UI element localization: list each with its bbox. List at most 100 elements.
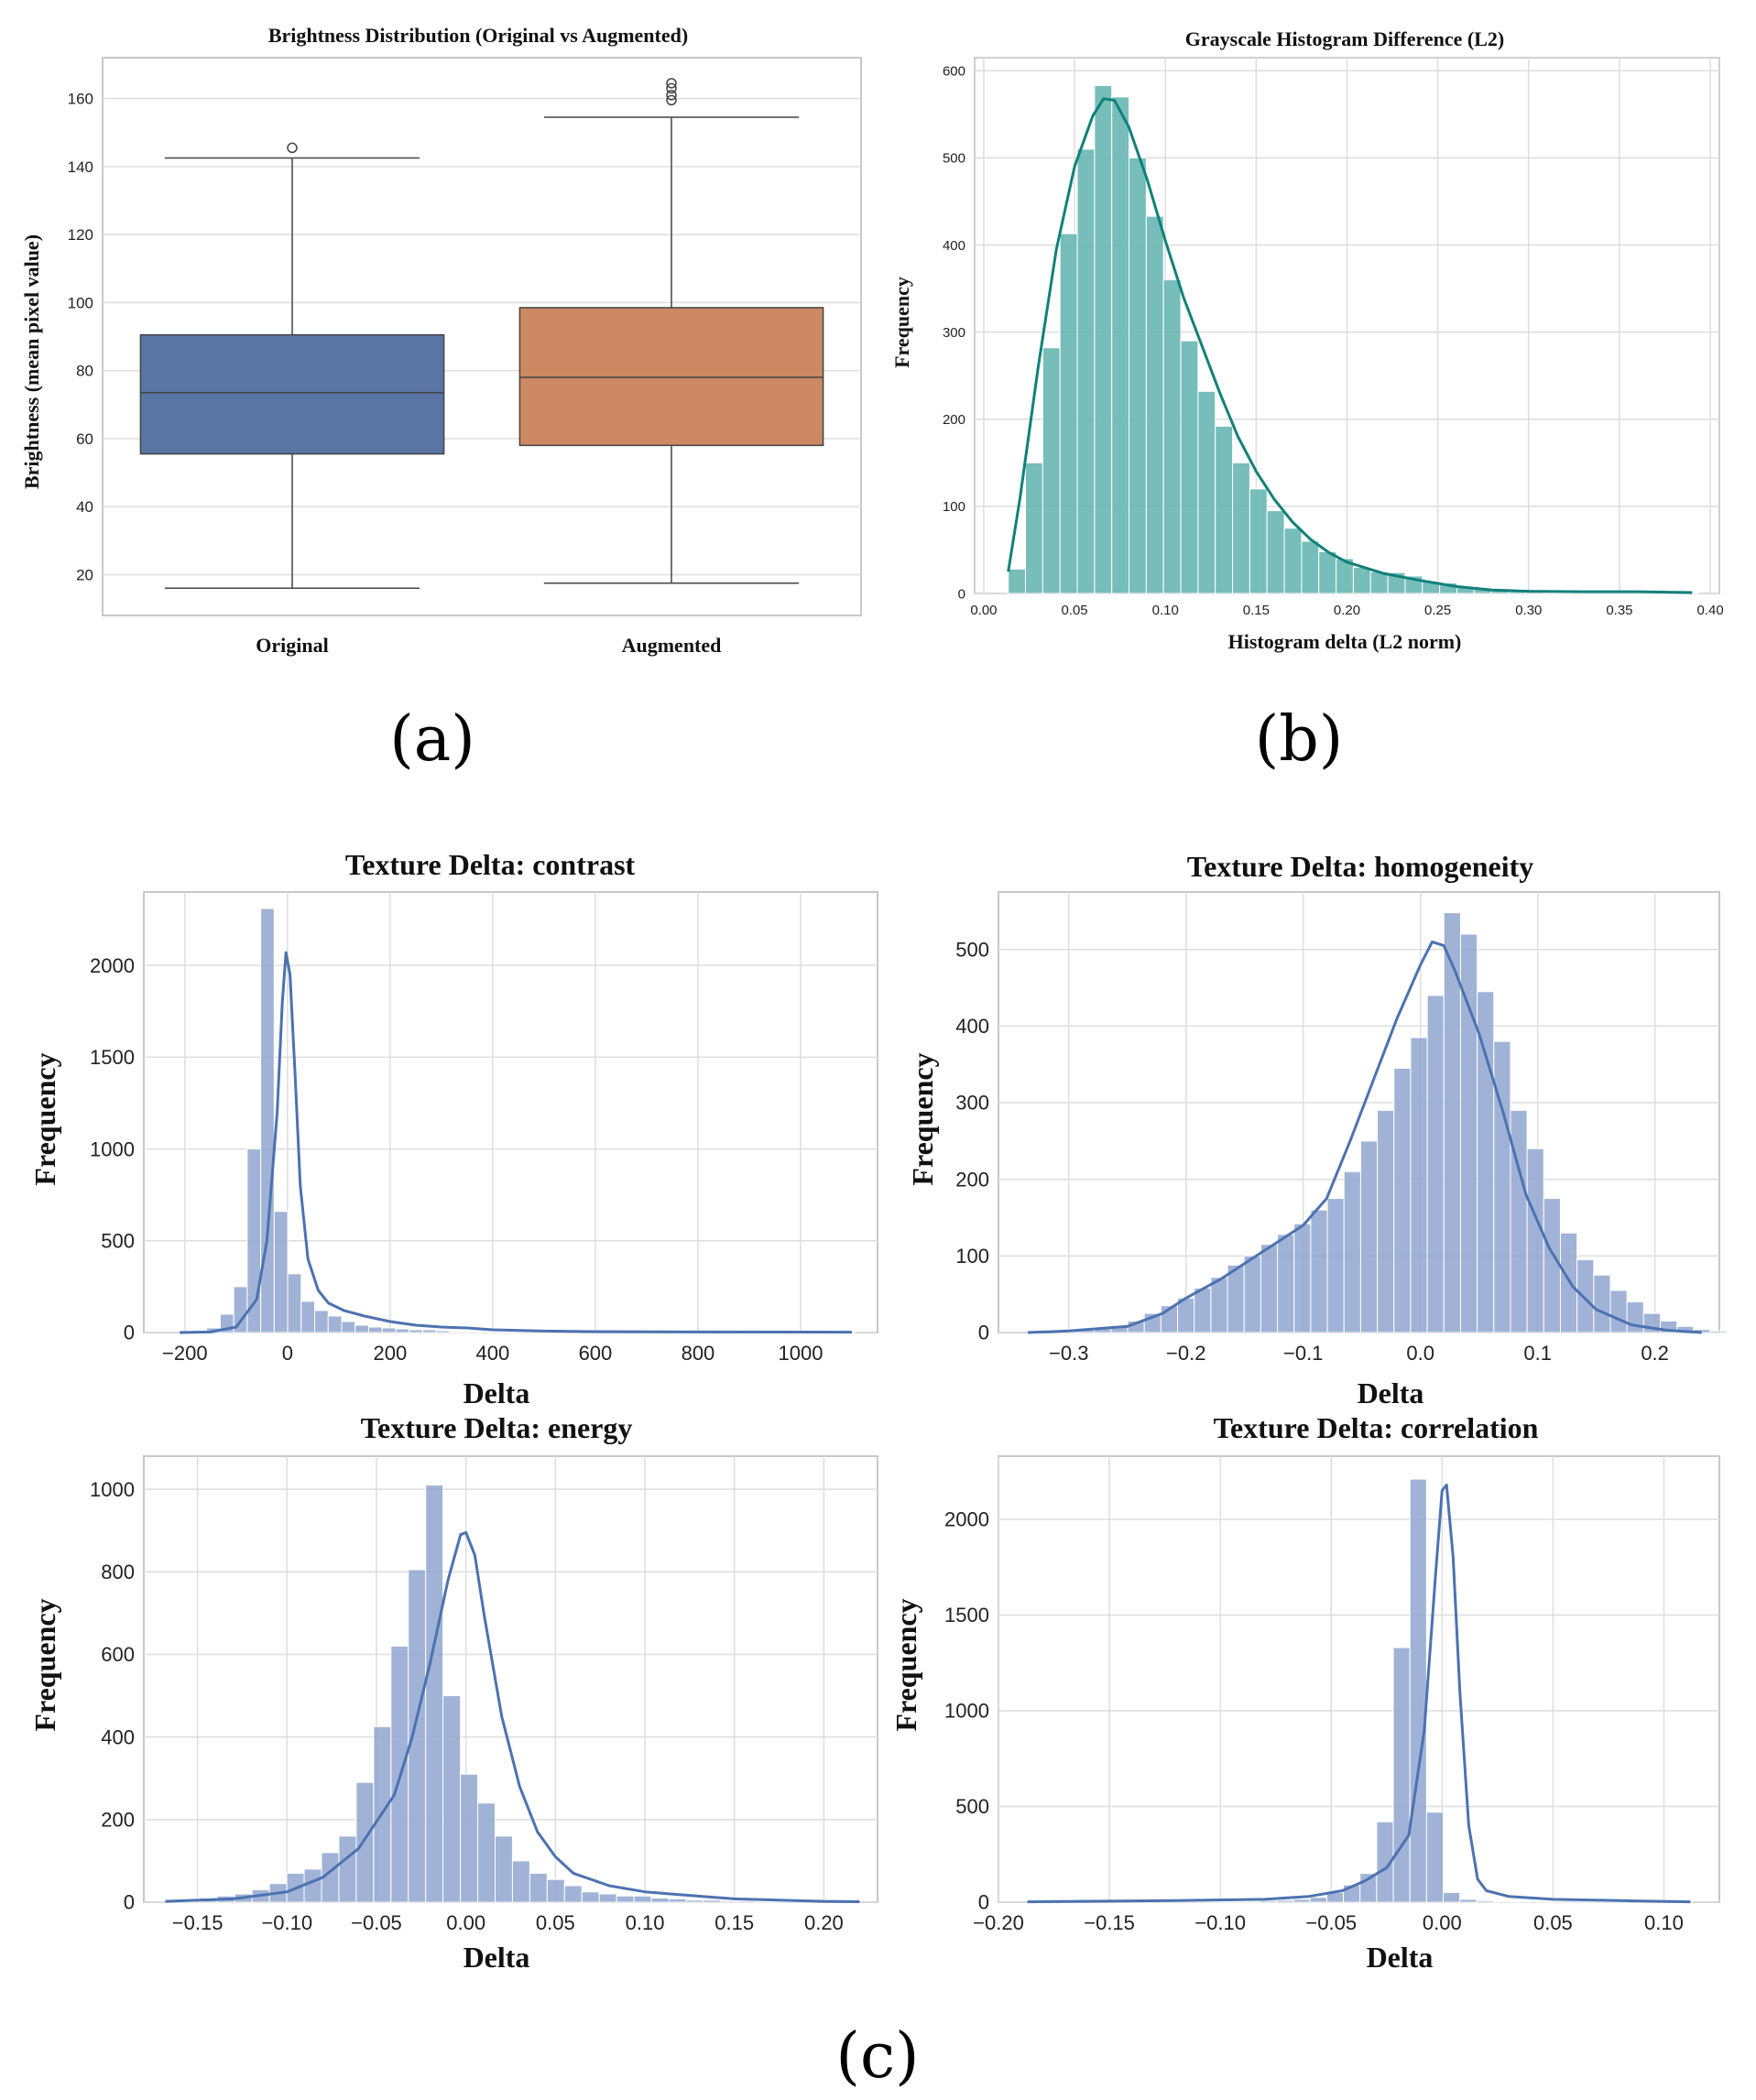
histogram-bar <box>1180 340 1199 594</box>
kde-line <box>180 951 853 1334</box>
x-tick-label: 600 <box>579 1342 613 1365</box>
plot-area: 0 100 200 300 400 500 600 0.00 0.05 0.10 0.15 0.20 0… <box>943 57 1724 618</box>
histogram-bar <box>1025 462 1043 594</box>
histogram-bar <box>327 1315 343 1333</box>
y-tick-label: 500 <box>943 151 965 167</box>
histogram-bar <box>1393 1067 1412 1333</box>
x-tick-label: 0.05 <box>536 1911 575 1934</box>
y-tick-label: 1000 <box>90 1137 135 1160</box>
histogram-bar <box>650 1897 670 1903</box>
histogram-bar <box>503 1331 518 1333</box>
x-tick-label: 0.00 <box>1423 1911 1462 1934</box>
y-tick-label: 2000 <box>90 954 135 977</box>
y-tick-label: 80 <box>76 363 93 380</box>
plot-frame <box>143 1455 878 1903</box>
y-tick-label: 100 <box>955 1245 989 1268</box>
plot-area: 0 200 400 600 800 1000 −0.15 −0.10 −0.05 0.00 0.05… <box>90 1455 878 1934</box>
x-tick-label: 0.25 <box>1424 603 1451 618</box>
chart-title: Texture Delta: correlation <box>1214 1411 1539 1444</box>
y-tick-label: 500 <box>101 1229 135 1252</box>
histogram-bar <box>1409 1478 1427 1903</box>
histogram-bar <box>354 1324 369 1333</box>
histogram-bar <box>495 1835 513 1903</box>
histogram-bar <box>1352 566 1371 594</box>
x-tick-label: −0.05 <box>351 1911 402 1934</box>
x-tick-label: 0.05 <box>1533 1911 1573 1934</box>
histogram-bar <box>408 1569 427 1903</box>
histogram-bar <box>1283 528 1303 594</box>
x-tick-label: −0.10 <box>1194 1911 1246 1934</box>
kde-line <box>1027 940 1702 1334</box>
histogram-bar <box>737 1900 757 1903</box>
x-tick-label: −0.15 <box>1084 1911 1135 1934</box>
chart-correlation: 0 500 1000 1500 2000 −0.20 −0.15 −0.10 −0.05 0.00… <box>889 1411 1720 1974</box>
histogram-bar <box>1559 1232 1578 1333</box>
x-tick-label: −200 <box>162 1342 208 1365</box>
x-tick-label: 0.10 <box>626 1911 665 1934</box>
histogram-bar <box>1425 1812 1445 1903</box>
histogram-bar <box>477 1802 496 1903</box>
y-tick-label: 0 <box>124 1322 135 1344</box>
histogram-bar <box>1243 1900 1261 1903</box>
x-tick-label: −0.2 <box>1166 1342 1205 1365</box>
histogram-bar <box>489 1331 505 1333</box>
y-tick-label: 2000 <box>944 1508 989 1531</box>
histogram-bar <box>1392 1647 1411 1903</box>
histogram-bar <box>1443 1892 1461 1903</box>
histogram-bar <box>1626 1301 1644 1333</box>
x-tick-label: −0.15 <box>172 1911 224 1934</box>
panel-label-b: (b) <box>1255 703 1344 776</box>
x-tick-label: 0.10 <box>1152 603 1179 618</box>
y-axis-label: Frequency <box>890 277 913 368</box>
y-tick-label: 0 <box>978 1322 989 1344</box>
box-iqr <box>139 333 445 455</box>
histogram-bar <box>1227 1264 1245 1333</box>
y-tick-label: 40 <box>76 498 93 516</box>
histogram-bar <box>1426 995 1445 1333</box>
histogram-bar <box>1292 1899 1311 1903</box>
histogram-bar <box>1210 1277 1228 1333</box>
outlier-point <box>666 94 677 106</box>
histogram-bar <box>1410 1037 1428 1333</box>
y-tick-label: 400 <box>101 1725 135 1748</box>
outlier-point <box>287 142 298 154</box>
histogram-bar <box>475 1331 491 1333</box>
x-tick-label: 0.10 <box>1644 1911 1684 1934</box>
histogram-bar <box>1309 1897 1327 1903</box>
histogram-bar <box>1243 1255 1261 1333</box>
histogram-bar <box>338 1835 357 1903</box>
histogram-bar <box>260 908 275 1333</box>
plot-frame <box>998 1455 1720 1903</box>
histogram-bar <box>1162 279 1182 594</box>
y-axis-label: Frequency <box>28 1598 61 1731</box>
histogram-bar <box>1343 1170 1361 1333</box>
x-tick-label: 0.30 <box>1515 603 1542 618</box>
x-axis-label: Delta <box>1367 1941 1434 1974</box>
histogram-bar <box>1359 1140 1379 1333</box>
chart-contrast: 0 500 1000 1500 2000 −200 0 200 400 600 800 1000 Te… <box>28 848 878 1409</box>
histogram-bar <box>1215 425 1234 594</box>
x-tick-label: 1000 <box>779 1342 823 1365</box>
x-axis-label: Delta <box>464 1376 530 1409</box>
histogram-bar <box>685 1899 704 1903</box>
histogram-bar <box>409 1329 423 1333</box>
histogram-bar <box>425 1485 444 1903</box>
y-tick-label: 60 <box>76 430 93 448</box>
box-iqr <box>518 307 824 447</box>
histogram-bar <box>668 1898 687 1903</box>
histogram-bar <box>1509 1900 1527 1903</box>
histogram-bar <box>460 1773 479 1903</box>
chart-homogeneity: 0 100 200 300 400 500 −0.3 −0.2 −0.1 0.0 0.1 0.2 Te… <box>906 850 1728 1409</box>
x-tick-label: 0.35 <box>1606 603 1632 618</box>
histogram-bar <box>449 1331 464 1333</box>
y-tick-label: 1000 <box>944 1700 989 1723</box>
category-label: Augmented <box>622 634 722 657</box>
histogram-bar <box>1293 1223 1312 1333</box>
histogram-bar <box>442 1695 462 1903</box>
chart-title: Texture Delta: homogeneity <box>1187 850 1534 883</box>
y-tick-label: 100 <box>68 294 93 311</box>
y-tick-label: 600 <box>101 1643 135 1666</box>
x-tick-label: 800 <box>682 1342 715 1365</box>
x-tick-label: 400 <box>476 1342 510 1365</box>
